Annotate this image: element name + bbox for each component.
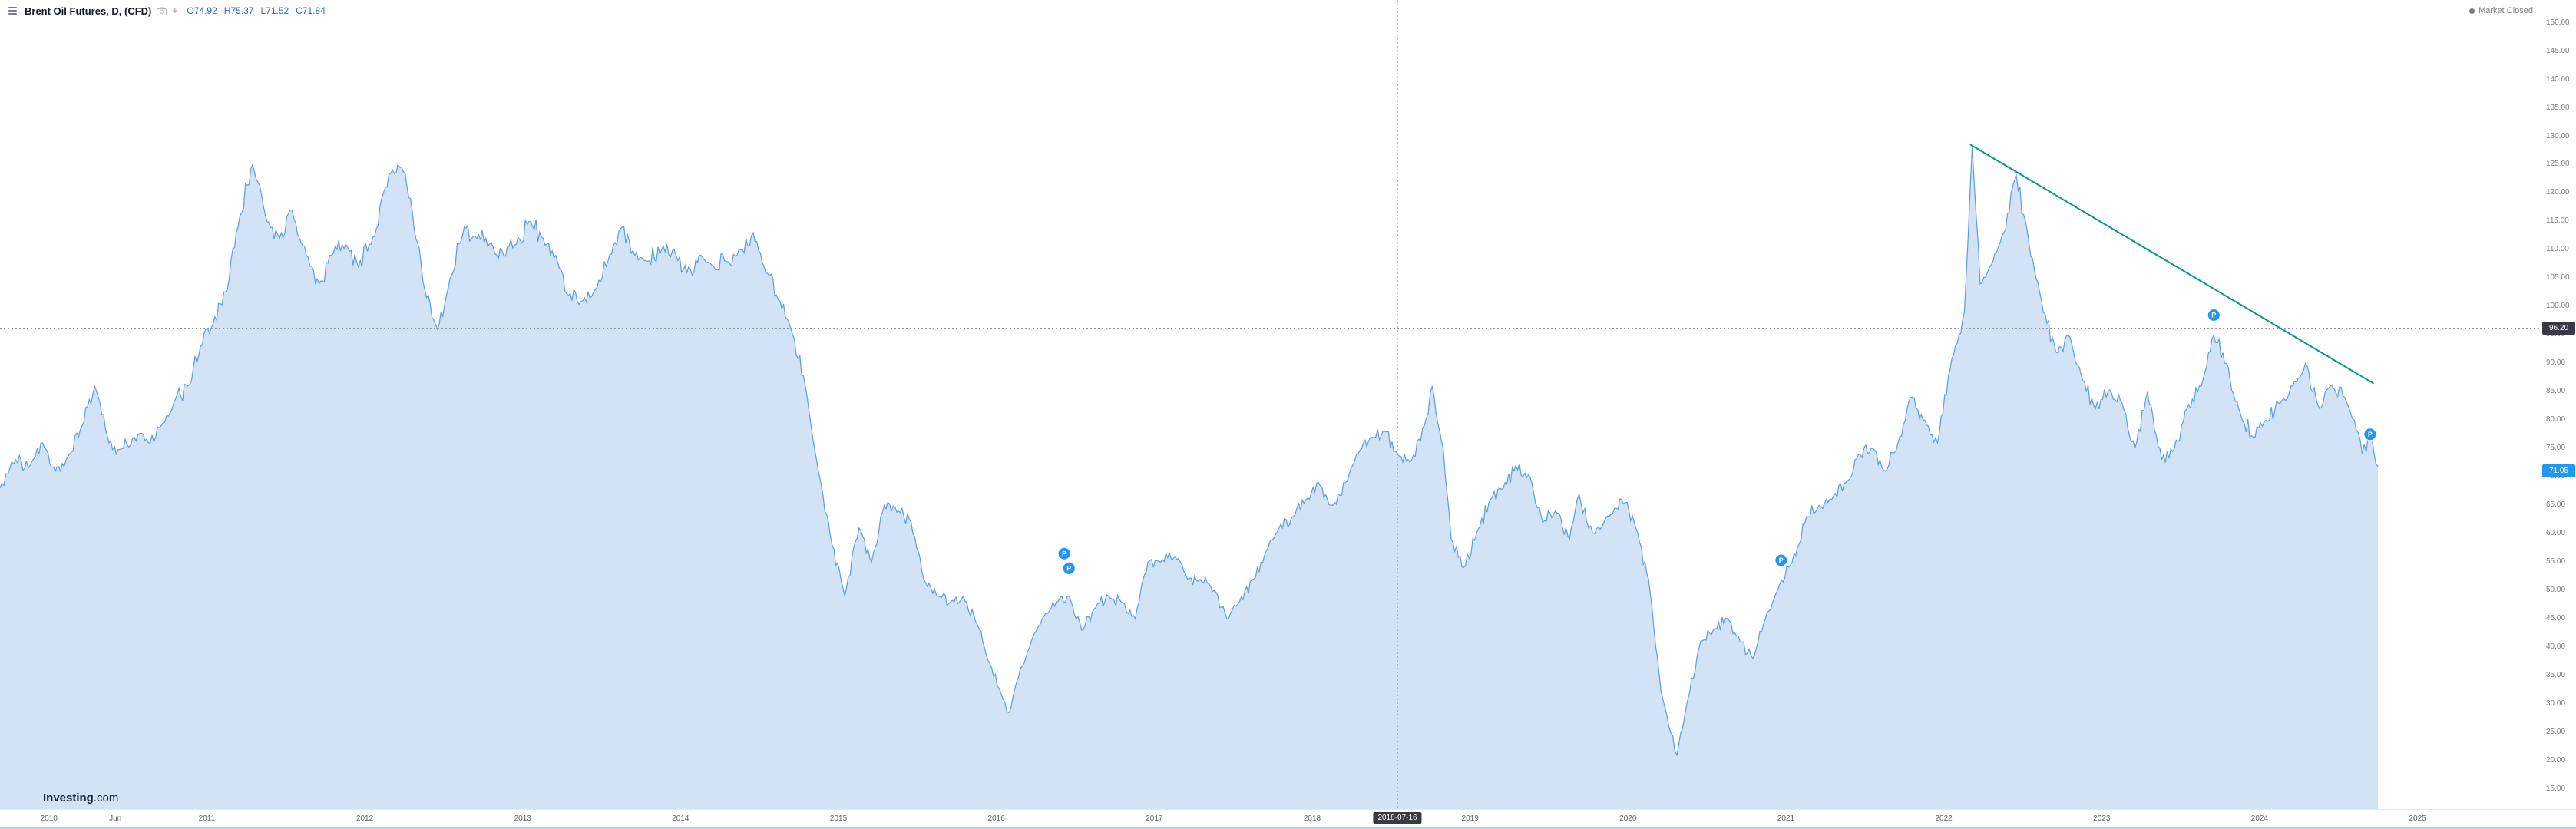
last-price-badge: 71.05	[2542, 464, 2575, 477]
area-series-line	[0, 147, 2379, 757]
price-axis-label: 145.00	[2546, 46, 2570, 55]
price-axis-label: 15.00	[2546, 784, 2566, 794]
menu-icon[interactable]	[6, 5, 19, 17]
investing-logo[interactable]: Investing.com	[43, 791, 118, 804]
time-axis-label: 2021	[1777, 814, 1795, 823]
price-axis-label: 100.00	[2546, 302, 2570, 311]
market-status-dot	[2469, 8, 2475, 14]
price-axis-label: 90.00	[2546, 358, 2566, 368]
time-axis-label: 2014	[672, 814, 689, 823]
time-axis-label: 2017	[1146, 814, 1163, 823]
price-axis-label: 45.00	[2546, 614, 2566, 623]
chart-marker[interactable]: P	[2207, 309, 2221, 322]
time-axis[interactable]: 2010 Jun 2011 2012 2013 2014 2015 2016 2017 2018 2…	[0, 809, 2576, 829]
price-axis-label: 110.00	[2546, 245, 2569, 254]
price-axis-label: 125.00	[2546, 160, 2570, 169]
price-axis-label: 75.00	[2546, 444, 2566, 453]
chart-marker[interactable]: P	[2363, 428, 2377, 441]
price-axis[interactable]: 150.00 145.00 140.00 135.00 130.00 125.00 120.…	[2541, 0, 2576, 809]
bottom-edge-line	[0, 827, 2576, 829]
time-axis-label: 2019	[1461, 814, 1479, 823]
price-axis-label: 140.00	[2546, 74, 2570, 84]
price-axis-label: 120.00	[2546, 188, 2570, 197]
chart-marker[interactable]: P	[1062, 561, 1076, 575]
time-axis-label: 2024	[2250, 814, 2269, 823]
close-value: C71.84	[296, 5, 326, 16]
time-axis-label: 2018	[1303, 814, 1321, 823]
trendline[interactable]	[1969, 144, 2374, 385]
price-axis-label: 105.00	[2546, 273, 2570, 282]
investing-logo-brand: Investing	[43, 791, 94, 804]
time-axis-label: Jun	[109, 814, 122, 823]
price-axis-label: 35.00	[2546, 671, 2566, 680]
price-axis-label: 55.00	[2546, 557, 2566, 566]
price-axis-label: 85.00	[2546, 387, 2566, 396]
chart-canvas[interactable]: P P P P P	[0, 0, 2541, 809]
time-axis-label: 2015	[829, 814, 848, 823]
price-axis-label: 135.00	[2546, 103, 2570, 112]
ohlc-values: O74.92 H75.37 L71.52 C71.84	[187, 5, 326, 16]
market-status-label: Market Closed	[2478, 6, 2533, 15]
svg-text:P: P	[1062, 550, 1066, 557]
high-value: H75.37	[223, 5, 254, 16]
price-axis-label: 20.00	[2546, 756, 2566, 765]
time-axis-label: 2023	[2093, 814, 2111, 823]
crosshair-date-badge: 2018-07-16	[1373, 812, 1422, 824]
price-axis-label: 130.00	[2546, 131, 2570, 140]
svg-text:P: P	[1066, 565, 1071, 573]
time-axis-label: 2025	[2409, 814, 2426, 823]
chart-marker[interactable]: P	[1774, 553, 1788, 567]
price-axis-label: 80.00	[2546, 415, 2566, 424]
symbol-title[interactable]: Brent Oil Futures, D, (CFD)	[25, 5, 152, 17]
area-series-fill	[0, 147, 2379, 809]
time-axis-label: 2013	[514, 814, 531, 823]
price-axis-label: 115.00	[2546, 216, 2569, 226]
price-axis-label: 150.00	[2546, 18, 2570, 27]
price-axis-label: 65.00	[2546, 500, 2566, 510]
time-axis-label: 2022	[1935, 814, 1953, 823]
camera-icon[interactable]	[157, 7, 167, 15]
low-value: L71.52	[260, 5, 289, 16]
svg-text:P: P	[2211, 312, 2216, 319]
time-axis-label: 2020	[1619, 814, 1637, 823]
time-axis-label: 2010	[40, 814, 58, 823]
price-axis-label: 30.00	[2546, 699, 2566, 708]
symbol-header: Brent Oil Futures, D, (CFD) + O74.92 H75…	[6, 5, 326, 17]
open-value: O74.92	[187, 5, 217, 16]
compare-icon[interactable]: +	[172, 5, 178, 16]
price-axis-label: 50.00	[2546, 586, 2566, 595]
price-axis-label: 25.00	[2546, 728, 2566, 737]
price-axis-label: 40.00	[2546, 642, 2566, 652]
crosshair-price-badge: 96.20	[2542, 321, 2575, 335]
svg-text:P: P	[2368, 431, 2373, 438]
time-axis-label: 2016	[987, 814, 1005, 823]
investing-logo-suffix: .com	[93, 791, 119, 804]
time-axis-label: 2011	[198, 814, 216, 823]
price-axis-label: 60.00	[2546, 529, 2566, 538]
svg-text:P: P	[1779, 557, 1784, 564]
price-axis-label: 95.00	[2546, 330, 2566, 339]
chart-plot[interactable]: P P P P P	[0, 0, 2541, 809]
time-axis-label: 2012	[355, 814, 374, 823]
chart-marker[interactable]: P	[1057, 547, 1071, 560]
market-status: Market Closed	[2469, 6, 2533, 15]
